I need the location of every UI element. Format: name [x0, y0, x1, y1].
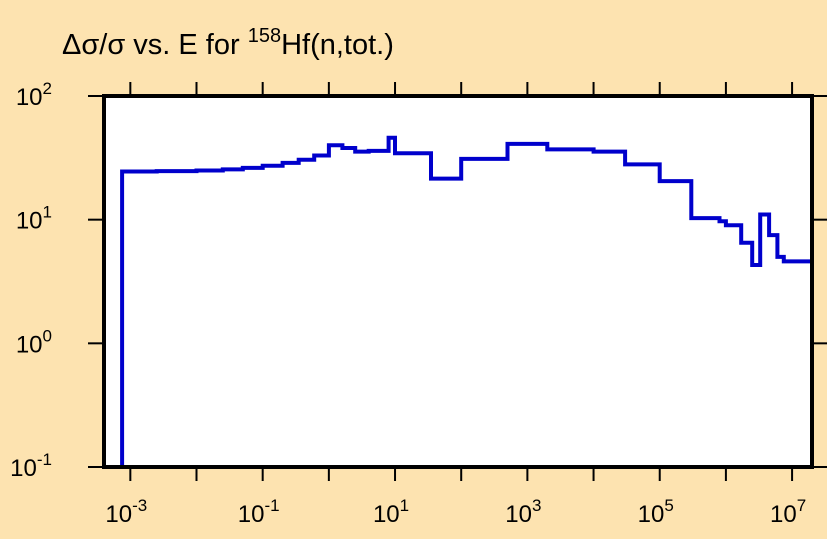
y-tick-label: 10-1	[10, 450, 52, 482]
plot-frame	[102, 94, 814, 469]
x-tick-label: 103	[505, 496, 541, 528]
y-tick-label: 100	[16, 326, 52, 358]
y-tick-label: 101	[16, 203, 52, 235]
x-tick-label: 10-3	[105, 496, 147, 528]
x-tick-label: 101	[373, 496, 409, 528]
chart-title: Δσ/σ vs. E for 158Hf(n,tot.)	[62, 25, 394, 61]
plot-area	[104, 96, 812, 467]
series-line	[120, 135, 814, 467]
axis-ticks	[88, 82, 827, 481]
x-tick-label: 107	[770, 496, 806, 528]
y-tick-label: 102	[16, 79, 52, 111]
tick-labels: 10-3 10-1 101 103 105 107 10-1 100 101 102	[10, 79, 806, 528]
x-tick-label: 10-1	[238, 496, 280, 528]
x-tick-label: 105	[638, 496, 674, 528]
